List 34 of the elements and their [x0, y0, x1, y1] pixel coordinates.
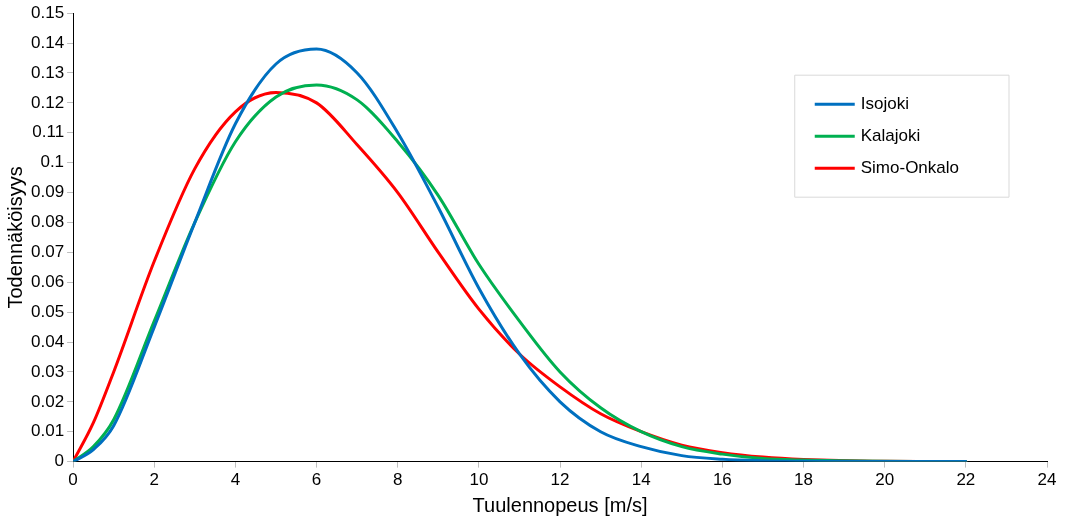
x-tick-label: 14: [631, 470, 651, 490]
x-tick-label: 12: [550, 470, 570, 490]
legend-label: Simo-Onkalo: [860, 157, 960, 177]
x-tick-label: 4: [230, 470, 241, 490]
x-tick-label: 22: [956, 470, 976, 490]
y-tick-label: 0.04: [30, 331, 65, 351]
y-tick-label: 0.05: [30, 301, 65, 321]
y-tick-label: 0: [54, 451, 65, 471]
y-tick-label: 0.13: [30, 62, 65, 82]
y-tick-label: 0.07: [30, 242, 65, 262]
x-axis-title: Tuulennopeus [m/s]: [472, 493, 648, 516]
x-tick-label: 24: [1037, 470, 1057, 490]
y-tick-label: 0.12: [30, 92, 65, 112]
y-axis-title: Todennäköisyys: [3, 166, 26, 309]
y-tick-label: 0.01: [30, 421, 65, 441]
y-tick-label: 0.15: [30, 2, 65, 22]
x-tick-label: 8: [392, 470, 403, 490]
x-tick-label: 0: [68, 470, 78, 490]
y-tick-label: 0.11: [32, 122, 65, 142]
y-tick-label: 0.03: [30, 361, 65, 381]
y-tick-label: 0.14: [30, 32, 65, 52]
y-tick-label: 0.09: [30, 182, 65, 202]
x-tick-label: 2: [149, 470, 159, 490]
y-tick-label: 0.08: [30, 212, 65, 232]
legend-label: Kalajoki: [860, 125, 921, 145]
y-tick-label: 0.1: [40, 152, 65, 172]
x-tick-label: 10: [469, 470, 489, 490]
y-tick-label: 0.06: [30, 271, 65, 291]
x-tick-label: 18: [794, 470, 813, 490]
x-tick-label: 16: [712, 470, 732, 490]
x-tick-label: 20: [875, 470, 895, 490]
legend-label: Isojoki: [860, 93, 909, 113]
x-tick-label: 6: [311, 470, 322, 490]
y-tick-label: 0.02: [30, 391, 65, 411]
